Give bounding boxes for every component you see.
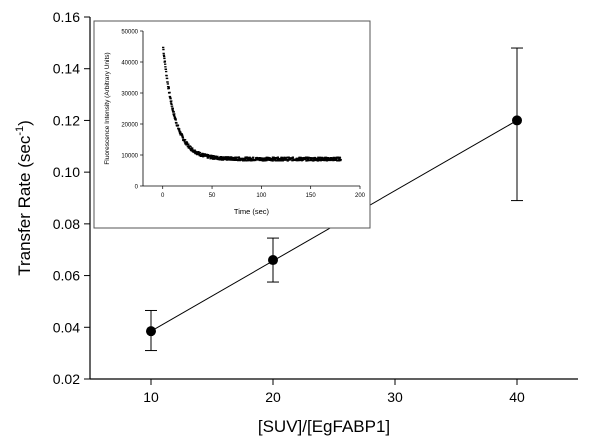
y-tick-label: 0.12 xyxy=(53,112,80,128)
y-tick-label: 0.14 xyxy=(53,61,80,77)
y-tick-label: 0.16 xyxy=(53,9,80,25)
inset-x-axis-label: Time (sec) xyxy=(234,207,270,216)
inset-x-tick-label: 150 xyxy=(306,193,317,199)
y-axis-label-close: ) xyxy=(15,120,34,126)
y-axis-label: Transfer Rate (sec-1) xyxy=(14,120,34,276)
y-tick-label: 0.04 xyxy=(53,319,80,335)
inset-y-tick-label: 0 xyxy=(135,185,139,191)
inset-x-tick-label: 50 xyxy=(209,193,216,199)
x-tick-label: 20 xyxy=(265,389,281,405)
y-tick-label: 0.02 xyxy=(53,371,80,387)
inset-x-tick-label: 0 xyxy=(161,193,165,199)
y-axis-label-superscript: -1 xyxy=(14,126,26,136)
x-tick-label: 30 xyxy=(387,389,403,405)
inset-x-tick-label: 100 xyxy=(256,193,267,199)
inset-y-tick-label: 20000 xyxy=(121,123,138,129)
data-point xyxy=(268,255,278,266)
y-axis-label-text: Transfer Rate (sec xyxy=(15,135,34,276)
inset-plot-layer: 0 10000 20000 30000 40000 50000 0 50 100 150 200 Ti… xyxy=(93,20,371,229)
x-tick-label: 10 xyxy=(143,389,159,405)
x-tick-label: 40 xyxy=(509,389,525,405)
inset-x-tick-label: 200 xyxy=(355,193,366,199)
inset-y-tick-label: 40000 xyxy=(121,61,138,67)
main-plot-layer: 0.02 0.04 0.06 0.08 0.10 0.12 0.14 0.16 10 20 30 40… xyxy=(14,9,578,436)
y-tick-label: 0.08 xyxy=(53,216,80,232)
inset-y-tick-label: 30000 xyxy=(121,92,138,98)
inset-y-axis-label: Fluorescence Intensity (Arbitrary Units) xyxy=(104,52,111,164)
y-tick-label: 0.10 xyxy=(53,164,80,180)
data-point xyxy=(512,115,522,126)
inset-y-tick-label: 10000 xyxy=(121,154,138,160)
y-tick-label: 0.06 xyxy=(53,268,80,284)
data-point xyxy=(146,326,156,337)
x-axis-label: [SUV]/[EgFABP1] xyxy=(258,417,390,436)
inset-decay-trace xyxy=(162,46,342,162)
inset-frame xyxy=(93,20,371,229)
inset-y-tick-label: 50000 xyxy=(121,30,138,36)
